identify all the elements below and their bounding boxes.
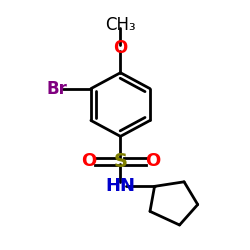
Text: Br: Br — [46, 80, 67, 98]
Text: CH₃: CH₃ — [105, 16, 136, 34]
Text: O: O — [145, 152, 160, 170]
Text: O: O — [81, 152, 96, 170]
Text: O: O — [113, 39, 128, 57]
Text: S: S — [114, 152, 128, 171]
Text: HN: HN — [106, 177, 136, 195]
